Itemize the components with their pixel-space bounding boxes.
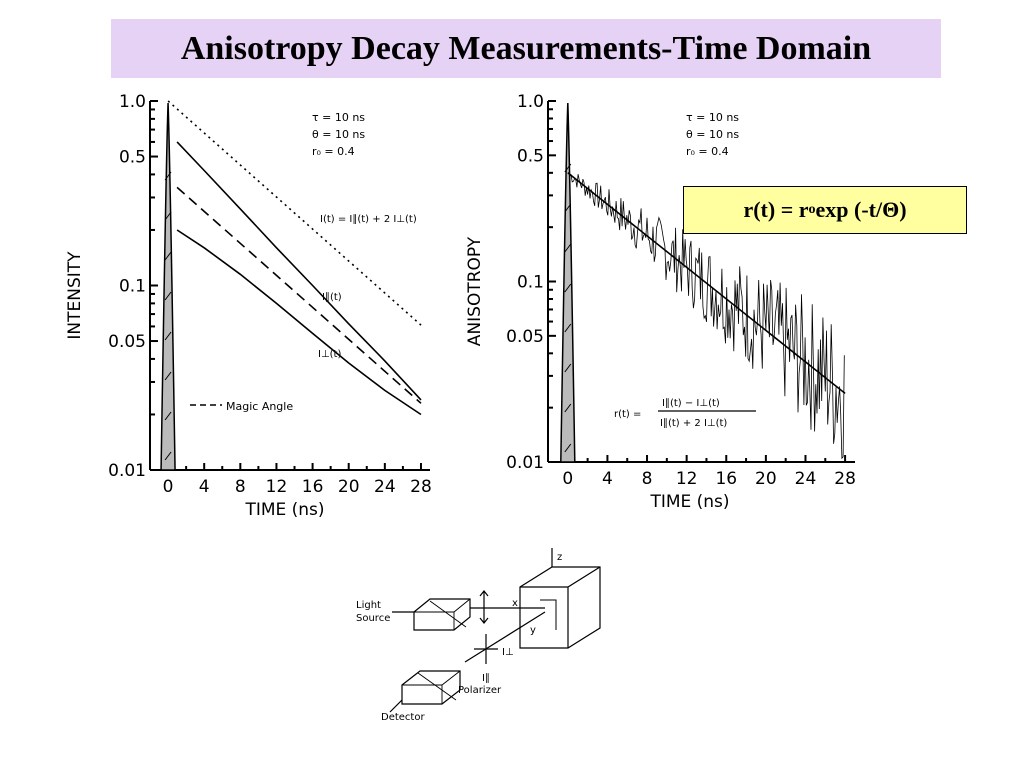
pulse-hatch [164, 371, 172, 381]
i-par-label: I∥ [482, 673, 490, 684]
formula-denominator: I∥(t) + 2 I⊥(t) [660, 418, 727, 429]
x-axis-label: x [512, 598, 518, 609]
pulse-hatch [164, 331, 172, 341]
x-axis-label: TIME (ns) [244, 500, 324, 520]
y-tick-label: 0.05 [108, 332, 146, 352]
formula-numerator: I∥(t) − I⊥(t) [662, 398, 720, 409]
formula-lhs: r(t) = [614, 409, 641, 420]
x-tick-label: 24 [795, 469, 817, 489]
y-tick-label: 0.01 [108, 461, 146, 481]
x-tick-label: 16 [715, 469, 737, 489]
y-tick-label: 0.05 [506, 327, 544, 347]
anisotropy-fit-line [567, 172, 846, 395]
total-intensity-label: I(t) = I∥(t) + 2 I⊥(t) [320, 214, 417, 225]
page-title: Anisotropy Decay Measurements-Time Domai… [180, 29, 872, 67]
light-source-prism [413, 598, 471, 631]
detector-label: Detector [381, 712, 425, 723]
excitation-pulse [160, 102, 176, 471]
pulse-hatch [564, 443, 572, 453]
pulse-hatch [564, 363, 572, 373]
polarizer-edges [402, 670, 461, 704]
x-tick-label: 20 [338, 477, 360, 497]
i-perp-label: I⊥ [502, 647, 514, 658]
light-source-label-1: Light [356, 600, 381, 611]
x-tick-label: 0 [562, 469, 573, 489]
param-label: θ = 10 ns [686, 128, 739, 141]
param-label: r₀ = 0.4 [686, 145, 729, 158]
excitation-pulse [560, 102, 576, 463]
diagram-group [389, 548, 601, 713]
x-tick-label: 8 [235, 477, 246, 497]
x-axis-label: TIME (ns) [649, 492, 729, 512]
pulse-hatch [564, 203, 572, 213]
y-axis-label: ANISOTROPY [465, 236, 485, 346]
anisotropy-data-trace [569, 174, 845, 460]
y-beam [464, 611, 546, 663]
pulse-hatch [564, 243, 572, 253]
y-tick-label: 1.0 [119, 92, 146, 112]
pulse-hatch [164, 291, 172, 301]
parallel-intensity-label: I∥(t) [322, 292, 342, 303]
vertical-arrowheads [479, 590, 489, 624]
x-tick-label: 28 [834, 469, 856, 489]
total-intensity-line [167, 100, 422, 326]
y-axis-label: INTENSITY [65, 251, 85, 340]
equation-lhs: r(t) = r [743, 197, 809, 222]
x-tick-label: 20 [755, 469, 777, 489]
pulse-hatch [164, 451, 172, 461]
pulse-hatch [164, 171, 172, 181]
polarizer-label: Polarizer [458, 685, 502, 696]
equation-rhs: exp (-t/Θ) [815, 197, 907, 222]
detector-pointer [389, 699, 403, 713]
cuvette-inner [540, 599, 557, 630]
x-tick-label: 12 [266, 477, 288, 497]
x-tick-label: 12 [676, 469, 698, 489]
y-axis-label: y [530, 625, 536, 636]
x-tick-label: 28 [410, 477, 432, 497]
parallel-intensity-line [176, 141, 422, 401]
title-banner: Anisotropy Decay Measurements-Time Domai… [111, 19, 941, 78]
pulse-hatch [164, 251, 172, 261]
light-source-label-2: Source [356, 613, 390, 624]
pulse-hatch [564, 283, 572, 293]
y-tick-label: 0.5 [517, 146, 544, 166]
y-tick-label: 0.01 [506, 453, 544, 473]
param-label: θ = 10 ns [312, 128, 365, 141]
polarizer-prism [401, 670, 461, 705]
equation-sub: o [808, 202, 816, 217]
pulse-hatch [164, 211, 172, 221]
param-label: τ = 10 ns [312, 111, 365, 124]
legend-label: Magic Angle [226, 400, 293, 413]
z-axis-label: z [557, 552, 562, 563]
magic-angle-line [176, 186, 422, 404]
pulse-hatch [564, 403, 572, 413]
x-tick-label: 16 [302, 477, 324, 497]
y-tick-label: 1.0 [517, 92, 544, 112]
x-tick-label: 24 [374, 477, 396, 497]
x-tick-label: 4 [602, 469, 613, 489]
y-tick-label: 0.5 [119, 148, 146, 168]
x-tick-label: 8 [642, 469, 653, 489]
light-source-edges [414, 598, 471, 630]
pulse-hatch [164, 411, 172, 421]
y-tick-label: 0.1 [517, 273, 544, 293]
x-tick-label: 4 [199, 477, 210, 497]
perpendicular-intensity-label: I⊥(t) [318, 349, 341, 360]
param-label: τ = 10 ns [686, 111, 739, 124]
perpendicular-intensity-line [176, 229, 422, 416]
pulse-hatch [564, 163, 572, 173]
cuvette-edges [520, 566, 601, 648]
y-tick-label: 0.1 [119, 277, 146, 297]
param-label: r₀ = 0.4 [312, 145, 355, 158]
pulse-hatch [564, 323, 572, 333]
x-tick-label: 0 [163, 477, 174, 497]
